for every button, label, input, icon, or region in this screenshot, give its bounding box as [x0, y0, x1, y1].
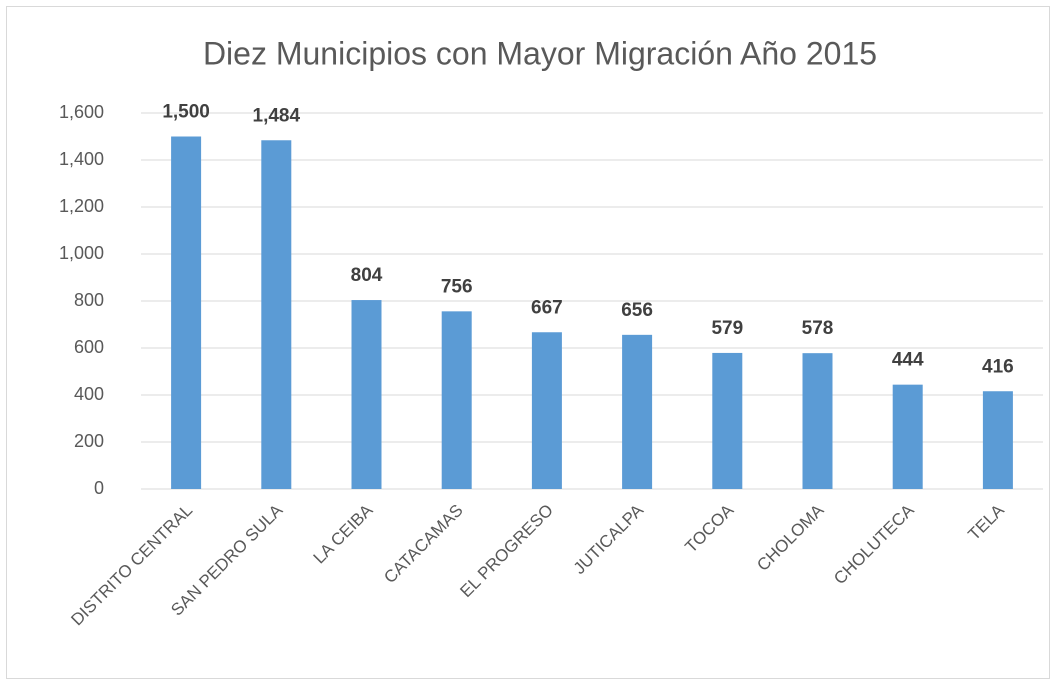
- y-tick-label: 400: [74, 384, 104, 404]
- data-label: 656: [621, 300, 653, 321]
- data-label: 804: [351, 265, 383, 286]
- y-tick-label: 1,000: [59, 243, 104, 263]
- bar: [622, 334, 653, 489]
- y-tick-label: 600: [74, 337, 104, 357]
- data-label: 416: [982, 356, 1014, 377]
- bar: [982, 391, 1013, 489]
- data-label: 667: [531, 297, 563, 318]
- bar: [531, 332, 562, 489]
- y-tick-label: 0: [94, 478, 104, 498]
- bar: [441, 311, 472, 489]
- y-tick-label: 1,600: [59, 102, 104, 122]
- data-label: 579: [711, 318, 743, 339]
- y-tick-label: 1,400: [59, 149, 104, 169]
- bar: [712, 352, 743, 489]
- data-label: 444: [892, 350, 924, 371]
- bar: [802, 353, 833, 489]
- data-label: 578: [802, 318, 834, 339]
- y-tick-label: 200: [74, 431, 104, 451]
- chart-title: Diez Municipios con Mayor Migración Año …: [203, 35, 877, 71]
- bar: [261, 140, 292, 489]
- bar: [351, 300, 382, 489]
- bar: [171, 136, 202, 489]
- data-label: 1,500: [162, 102, 210, 123]
- y-tick-label: 1,200: [59, 196, 104, 216]
- bar: [892, 384, 923, 489]
- data-label: 1,484: [253, 105, 301, 126]
- y-tick-label: 800: [74, 290, 104, 310]
- data-label: 756: [441, 276, 473, 297]
